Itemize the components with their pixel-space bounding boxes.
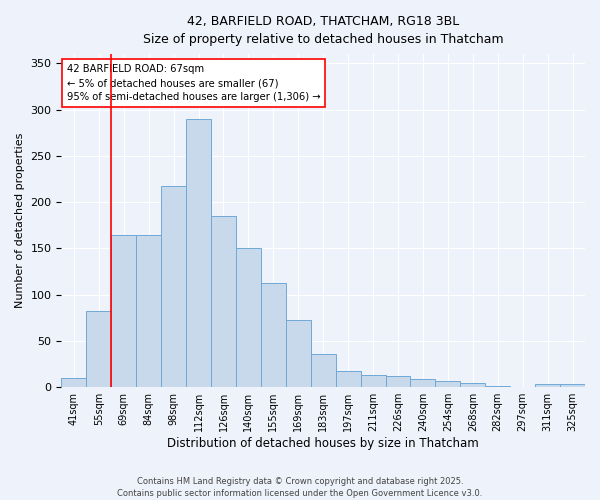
Bar [460, 382, 485, 387]
Bar [236, 248, 261, 387]
Bar [211, 216, 236, 387]
Bar [361, 375, 386, 387]
Bar [186, 119, 211, 387]
Bar [86, 312, 111, 387]
Bar [560, 384, 585, 387]
Bar [386, 376, 410, 387]
Bar [61, 378, 86, 387]
Text: Contains HM Land Registry data © Crown copyright and database right 2025.
Contai: Contains HM Land Registry data © Crown c… [118, 476, 482, 498]
X-axis label: Distribution of detached houses by size in Thatcham: Distribution of detached houses by size … [167, 437, 479, 450]
Bar [485, 386, 510, 387]
Bar [335, 372, 361, 387]
Y-axis label: Number of detached properties: Number of detached properties [15, 133, 25, 308]
Bar [535, 384, 560, 387]
Bar [410, 379, 436, 387]
Bar [436, 380, 460, 387]
Bar [286, 320, 311, 387]
Bar [161, 186, 186, 387]
Bar [311, 354, 335, 387]
Text: 42 BARFIELD ROAD: 67sqm
← 5% of detached houses are smaller (67)
95% of semi-det: 42 BARFIELD ROAD: 67sqm ← 5% of detached… [67, 64, 320, 102]
Title: 42, BARFIELD ROAD, THATCHAM, RG18 3BL
Size of property relative to detached hous: 42, BARFIELD ROAD, THATCHAM, RG18 3BL Si… [143, 15, 503, 46]
Bar [111, 234, 136, 387]
Bar [136, 234, 161, 387]
Bar [261, 282, 286, 387]
